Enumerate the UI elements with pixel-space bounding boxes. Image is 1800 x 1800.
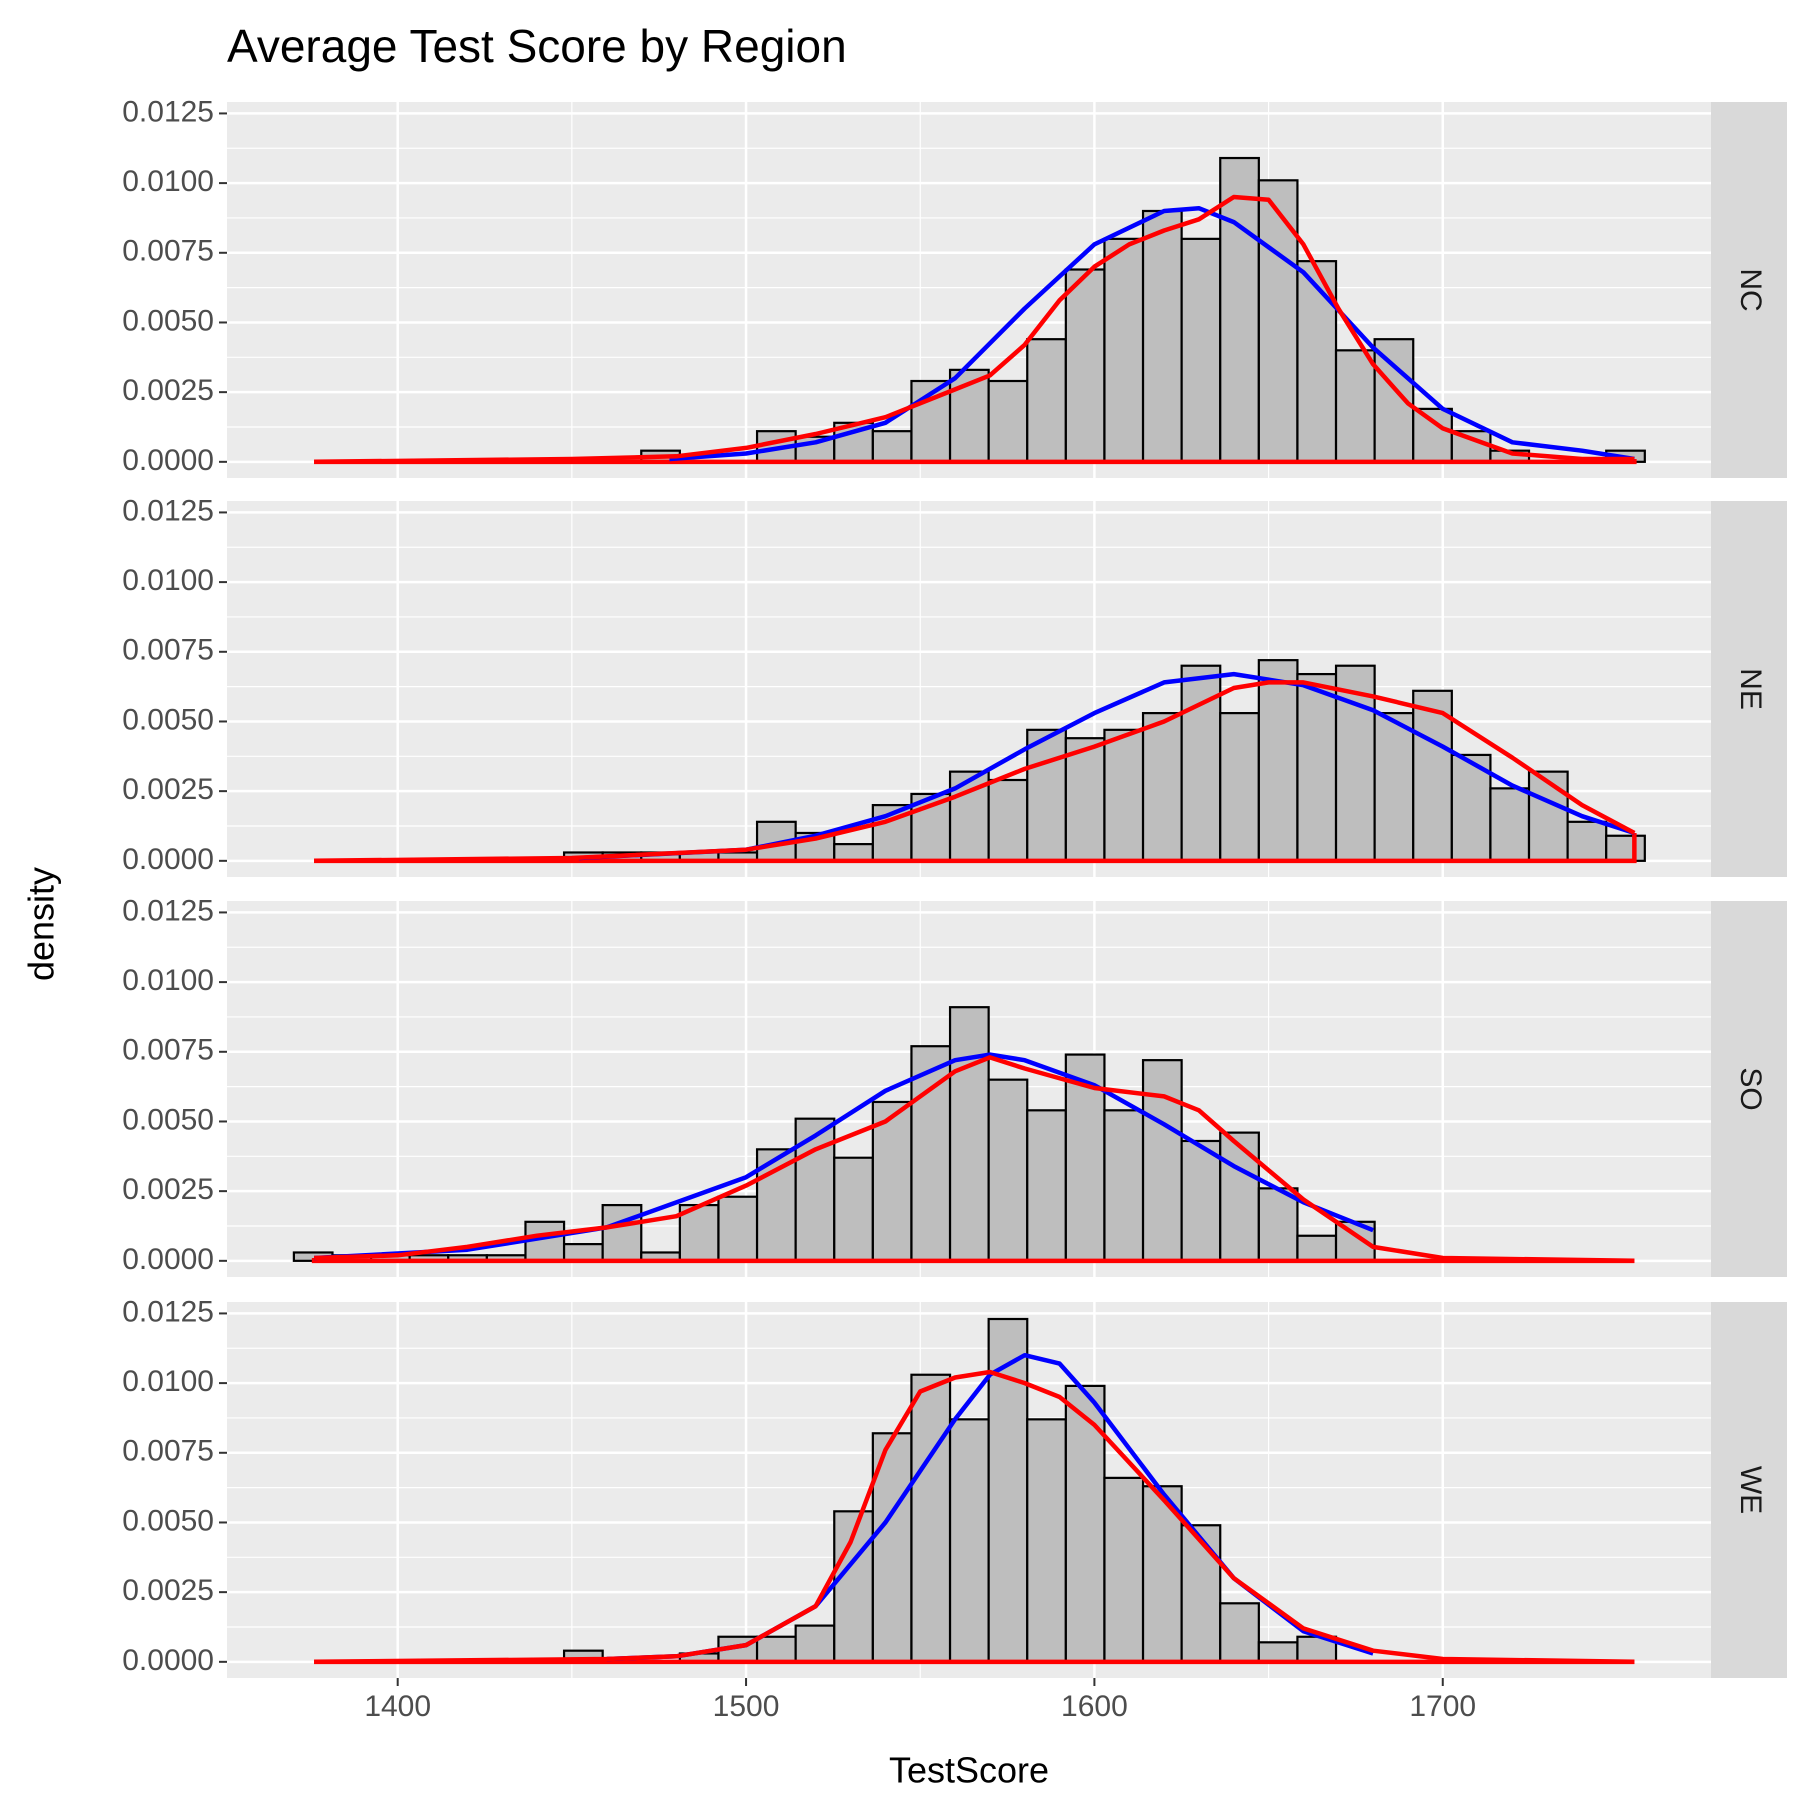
bar xyxy=(1141,712,1183,862)
bar xyxy=(1566,820,1608,862)
y-tick-label: 0.0125 xyxy=(122,494,214,527)
y-tick-label: 0.0050 xyxy=(122,1103,214,1136)
bar xyxy=(948,1006,990,1262)
y-tick-label: 0.0075 xyxy=(122,1435,214,1468)
bar xyxy=(1373,712,1415,862)
y-tick-label: 0.0000 xyxy=(122,1243,214,1276)
bar xyxy=(1141,1059,1183,1262)
y-tick-label: 0.0125 xyxy=(122,1295,214,1328)
bar xyxy=(948,1418,990,1663)
y-tick-label: 0.0075 xyxy=(122,235,214,268)
bar xyxy=(1026,1418,1067,1663)
bar xyxy=(910,1373,952,1663)
y-tick-label: 0.0025 xyxy=(122,1574,214,1607)
y-tick-label: 0.0100 xyxy=(122,964,214,997)
bar xyxy=(987,379,1029,463)
y-tick-label: 0.0000 xyxy=(122,1644,214,1677)
bar xyxy=(987,778,1029,862)
bar xyxy=(1026,338,1067,463)
bar xyxy=(1257,1187,1299,1262)
y-tick-label: 0.0000 xyxy=(122,843,214,876)
bar xyxy=(1257,179,1299,463)
density-curve xyxy=(314,1055,1635,1264)
bar xyxy=(1180,237,1222,463)
bar xyxy=(1180,1139,1222,1262)
bar xyxy=(1219,156,1260,463)
x-tick-label: 1500 xyxy=(713,1690,780,1723)
bar xyxy=(601,1203,643,1262)
bar xyxy=(1296,1234,1338,1262)
strip-background xyxy=(1711,901,1787,1277)
bar xyxy=(794,1624,836,1663)
y-tick-label: 0.0125 xyxy=(122,95,214,128)
bar xyxy=(1141,209,1183,463)
bar xyxy=(1257,1641,1299,1663)
bar xyxy=(1103,1109,1145,1262)
bar xyxy=(833,1156,874,1262)
y-tick-label: 0.0050 xyxy=(122,304,214,337)
bar xyxy=(1180,1524,1222,1663)
bar xyxy=(1064,737,1106,862)
bar xyxy=(1026,1109,1067,1262)
y-tick-label: 0.0000 xyxy=(122,444,214,477)
bar xyxy=(1219,712,1260,862)
normal-curve xyxy=(669,205,1635,462)
strip-label: WE xyxy=(1734,1466,1767,1514)
bar xyxy=(833,843,874,862)
x-tick-label: 1400 xyxy=(364,1690,431,1723)
bar xyxy=(755,1635,797,1663)
normal-curve xyxy=(313,1052,1374,1261)
bar xyxy=(1257,659,1299,862)
bar xyxy=(1489,787,1531,862)
density-curve xyxy=(314,194,1635,465)
bar xyxy=(1103,1476,1145,1663)
strip-background xyxy=(1711,1302,1787,1678)
bar xyxy=(1219,1602,1260,1663)
y-tick-label: 0.0025 xyxy=(122,773,214,806)
bar xyxy=(1527,770,1569,862)
bar xyxy=(1412,407,1453,463)
x-tick-label: 1600 xyxy=(1061,1690,1128,1723)
bar xyxy=(871,430,913,463)
strip-background xyxy=(1711,102,1787,478)
y-tick-label: 0.0050 xyxy=(122,1504,214,1537)
y-tick-label: 0.0125 xyxy=(122,894,214,927)
bar xyxy=(987,1078,1029,1262)
density-curve xyxy=(314,680,1636,864)
density-baseline xyxy=(314,832,1637,864)
chart-title: Average Test Score by Region xyxy=(227,20,847,72)
y-tick-label: 0.0025 xyxy=(122,374,214,407)
normal-curve xyxy=(578,671,1636,861)
bar xyxy=(1026,728,1067,862)
bar xyxy=(1334,349,1376,463)
y-axis-title: density xyxy=(21,867,62,981)
bar xyxy=(1219,1131,1260,1262)
y-tick-label: 0.0100 xyxy=(122,1365,214,1398)
y-tick-label: 0.0025 xyxy=(122,1173,214,1206)
bar xyxy=(1103,237,1145,463)
bar xyxy=(1103,728,1145,862)
y-tick-label: 0.0100 xyxy=(122,564,214,597)
bar xyxy=(562,1243,604,1262)
y-tick-label: 0.0100 xyxy=(122,165,214,198)
bar xyxy=(794,1117,836,1262)
bar xyxy=(1605,834,1646,862)
x-axis-title: TestScore xyxy=(889,1750,1049,1791)
strip-label: NC xyxy=(1734,268,1767,311)
y-tick-label: 0.0050 xyxy=(122,703,214,736)
y-tick-label: 0.0075 xyxy=(122,634,214,667)
density-baseline xyxy=(311,1258,1635,1264)
x-tick-label: 1700 xyxy=(1409,1690,1476,1723)
density-curve xyxy=(314,1369,1635,1665)
bar xyxy=(1064,268,1106,463)
y-tick-label: 0.0075 xyxy=(122,1034,214,1067)
strip-label: NE xyxy=(1734,668,1767,710)
bar xyxy=(1296,672,1338,862)
strip-label: SO xyxy=(1734,1067,1767,1110)
strip-background xyxy=(1711,501,1787,877)
bar xyxy=(717,1195,759,1262)
